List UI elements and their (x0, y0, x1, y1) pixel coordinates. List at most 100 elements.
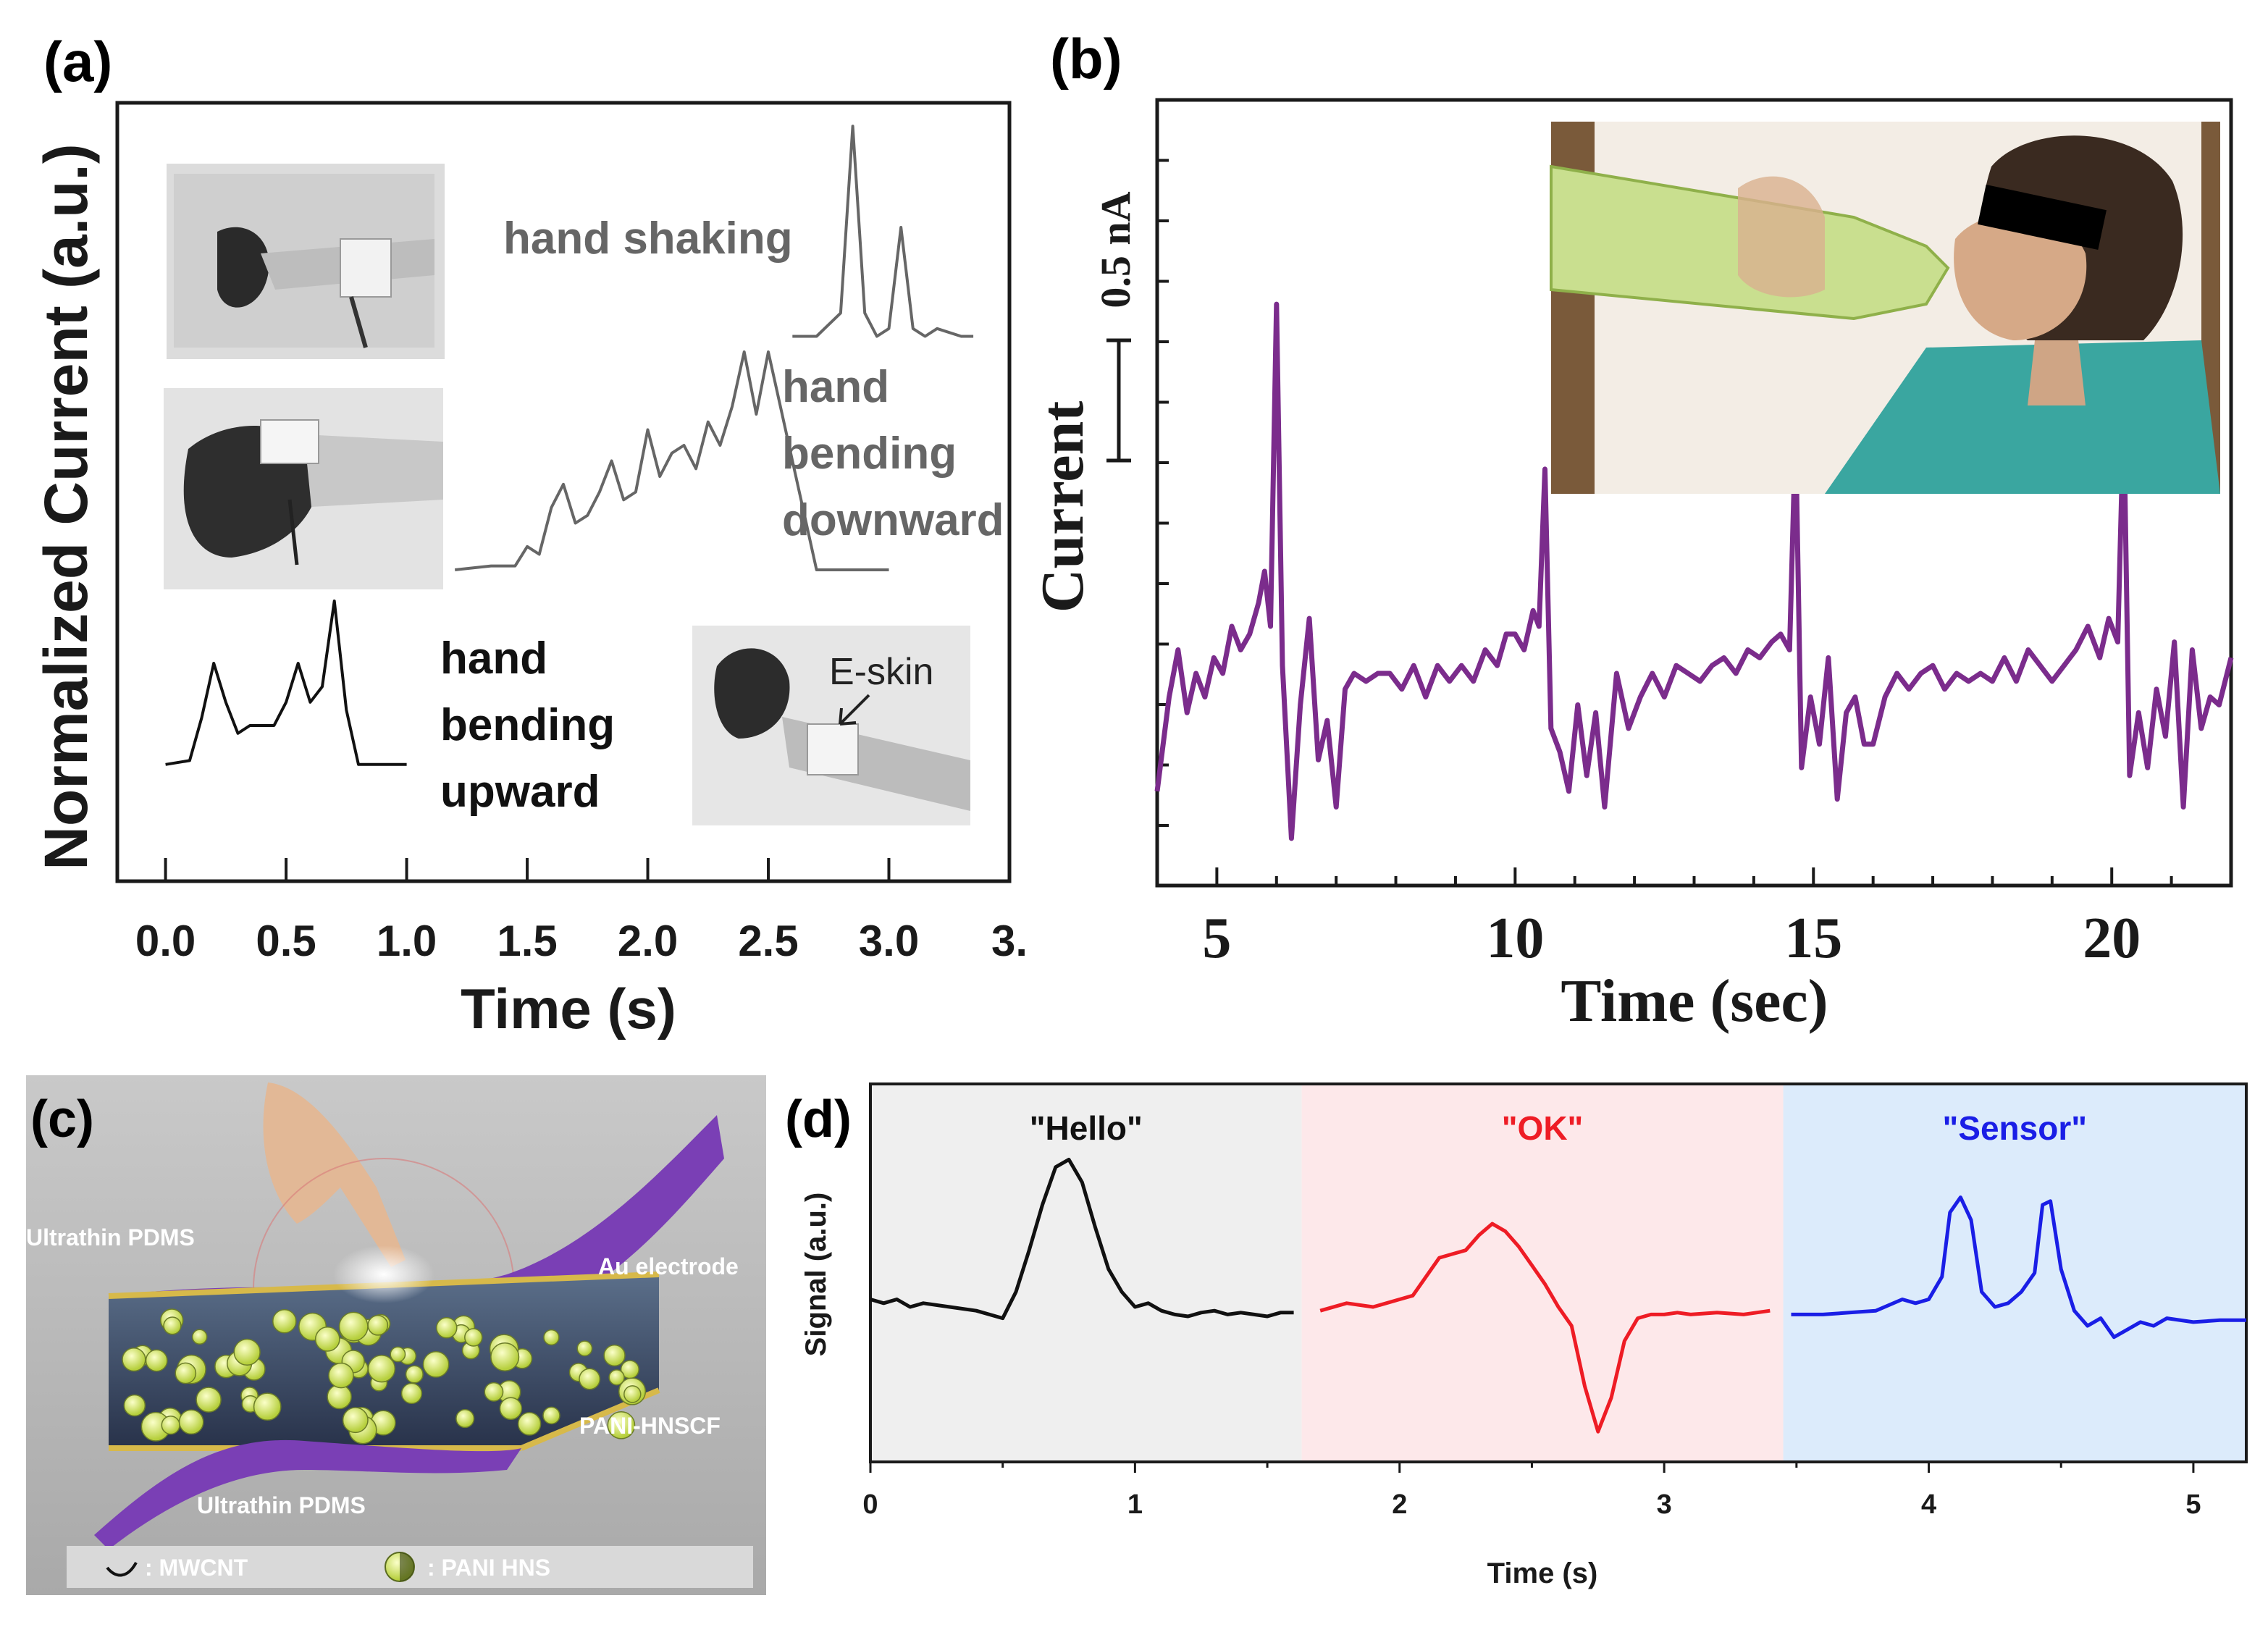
particle (233, 1338, 261, 1366)
particle (400, 1382, 423, 1405)
x-tick-label: 1.5 (497, 917, 557, 965)
trace-label: hand (440, 634, 547, 684)
panel-d-xaxis: 0 1 2 3 4 5 (862, 1462, 2201, 1520)
particle (367, 1314, 389, 1336)
trace-label: downward (782, 495, 1004, 545)
particle (253, 1392, 282, 1421)
pani-hns-particles (122, 1308, 647, 1445)
particle (390, 1346, 406, 1363)
x-tick-label: 4 (1921, 1489, 1936, 1520)
particle (338, 1311, 369, 1342)
particle (272, 1308, 297, 1334)
current-trace (1154, 301, 2234, 841)
particle (327, 1384, 352, 1410)
trace-hand-shaking (792, 125, 974, 338)
panel-a: (a) Normalized Current (a.u.) Time (s) 0… (32, 30, 1028, 1040)
particle (367, 1355, 396, 1383)
scale-bar-label: 0.5 nA (1092, 191, 1139, 308)
particle (603, 1344, 626, 1367)
particle (196, 1387, 222, 1413)
x-tick-label: 1 (1127, 1489, 1143, 1520)
particle (175, 1362, 197, 1384)
trace-label: hand shaking (503, 214, 793, 264)
panel-b-traces (1154, 301, 2234, 841)
finger-illustration (263, 1082, 406, 1267)
particle (178, 1409, 204, 1435)
particle (191, 1329, 208, 1345)
x-tick-label: 3 (1657, 1489, 1672, 1520)
x-tick-label: 5 (1202, 907, 1231, 970)
particle (328, 1362, 354, 1389)
particle (455, 1409, 475, 1429)
x-tick-label: 0.0 (135, 917, 196, 965)
x-tick-label: 2 (1392, 1489, 1407, 1520)
panel-b-label: (b) (1050, 27, 1122, 91)
panel-a-label: (a) (43, 30, 112, 93)
label-ultrathin-pdms-bottom: Ultrathin PDMS (197, 1492, 366, 1518)
panel-d-ylabel: Signal (a.u.) (800, 1193, 832, 1357)
signal-trace (1319, 1222, 1771, 1434)
particle (576, 1340, 593, 1357)
particle (542, 1406, 560, 1425)
panel-a-xlabel: Time (s) (461, 977, 676, 1040)
photo-hand-bending-upward: E-skin (692, 626, 970, 825)
photo-hand-shaking (167, 164, 445, 359)
panel-c-label: (c) (30, 1090, 94, 1148)
panel-d-regions: "Hello" "OK" "Sensor" (870, 1084, 2246, 1462)
particle (122, 1347, 146, 1372)
panel-a-traces (165, 125, 974, 766)
particle (623, 1385, 642, 1403)
particle (464, 1328, 483, 1347)
x-tick-label: 15 (1784, 907, 1842, 970)
mwcnt-icon (106, 1561, 138, 1577)
panel-a-ylabel: Normalized Current (a.u.) (32, 143, 100, 870)
trace-label: hand (782, 362, 889, 412)
panel-d-frame (869, 1082, 2248, 1463)
particle (422, 1350, 450, 1378)
region-background (1301, 1084, 1784, 1462)
x-tick-label: 1.0 (377, 917, 437, 965)
panel-d: "Hello" "OK" "Sensor" (d) Signal (a.u.) Ti… (785, 1082, 2248, 1589)
region-label: "Hello" (1030, 1109, 1143, 1147)
x-tick-label: 3.0 (859, 917, 919, 965)
trace-label: bending (440, 700, 615, 750)
particle (163, 1316, 182, 1335)
particle (607, 1411, 636, 1439)
x-tick-label: 2.0 (618, 917, 678, 965)
x-tick-label: 0 (862, 1489, 878, 1520)
bottom-pdms-layer (94, 1439, 521, 1550)
particle (608, 1369, 625, 1386)
panel-b-xaxis: 5 10 15 20 (1156, 867, 2233, 970)
panel-a-trace-labels: hand shaking hand bending downward hand bendi… (440, 214, 1004, 817)
particle (161, 1416, 180, 1435)
photo-hand-bending-downward (164, 388, 443, 589)
x-tick-label: 10 (1486, 907, 1544, 970)
x-tick-label: 0.5 (256, 917, 316, 965)
legend-mwcnt: : MWCNT (145, 1555, 248, 1581)
particle (436, 1317, 458, 1339)
region-label: "Sensor" (1942, 1109, 2087, 1147)
signal-trace (1791, 1195, 2246, 1340)
trace-label: upward (440, 767, 600, 817)
particle (342, 1407, 369, 1434)
particle (579, 1368, 601, 1390)
x-tick-label: 2.5 (738, 917, 798, 965)
trace-hand-bending-downward (454, 350, 889, 571)
panel-b-ylabel: Current (1029, 401, 1096, 613)
scale-bar: 0.5 nA (1092, 191, 1139, 463)
x-tick-label: 5 (2185, 1489, 2201, 1520)
label-ultrathin-pdms-top: Ultrathin PDMS (26, 1224, 195, 1250)
particle (145, 1349, 168, 1372)
particle (314, 1327, 340, 1352)
signal-trace (870, 1157, 1294, 1321)
trace-label: bending (782, 429, 957, 479)
particle (484, 1382, 504, 1402)
panel-d-label: (d) (785, 1090, 852, 1148)
particle (543, 1329, 560, 1346)
panel-c: (c) Ultrathin PDMS Au electrode PANI-HNS… (26, 1075, 766, 1595)
label-au-electrode: Au electrode (598, 1253, 739, 1279)
particle (405, 1365, 424, 1384)
photo-drinking (1550, 122, 2220, 494)
label-pani-hnscf: PANI-HNSCF (579, 1413, 721, 1439)
